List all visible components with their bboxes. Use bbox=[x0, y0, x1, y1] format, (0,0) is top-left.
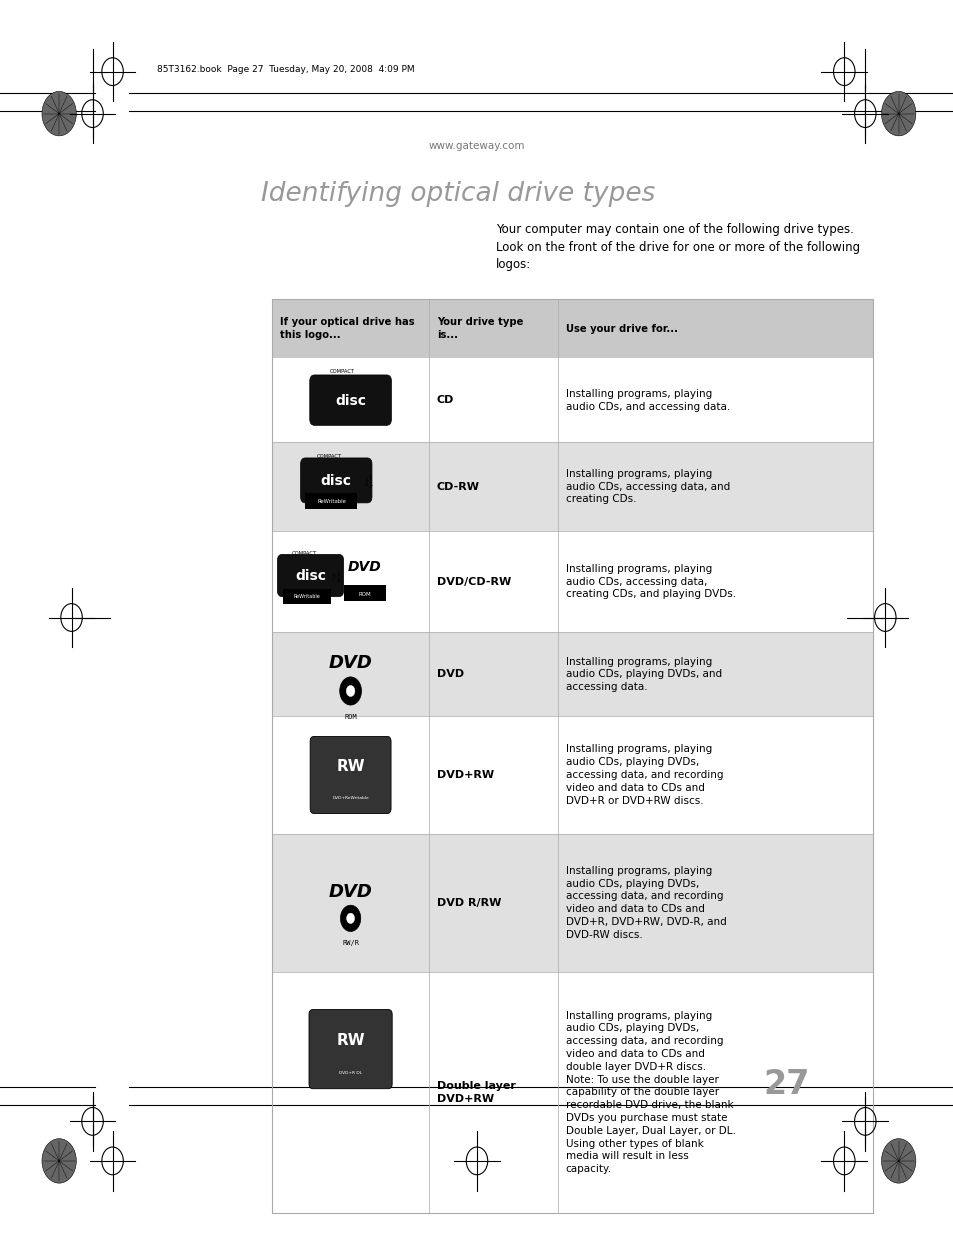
Text: DVD+R DL: DVD+R DL bbox=[338, 1071, 362, 1074]
Text: Identifying optical drive types: Identifying optical drive types bbox=[260, 180, 655, 207]
Text: disc: disc bbox=[335, 394, 366, 408]
Circle shape bbox=[42, 1139, 76, 1183]
FancyBboxPatch shape bbox=[309, 1009, 392, 1089]
Bar bbox=[343, 585, 385, 601]
Text: Installing programs, playing
audio CDs, playing DVDs,
accessing data, and record: Installing programs, playing audio CDs, … bbox=[565, 866, 726, 940]
Bar bbox=[282, 589, 330, 604]
Text: DVD: DVD bbox=[329, 883, 372, 902]
Bar bbox=[272, 299, 872, 1213]
Text: CD-RW: CD-RW bbox=[436, 482, 479, 492]
Circle shape bbox=[42, 91, 76, 136]
Bar bbox=[272, 972, 872, 1213]
Text: disc: disc bbox=[320, 474, 352, 488]
Text: www.gateway.com: www.gateway.com bbox=[428, 141, 525, 151]
Bar bbox=[272, 834, 872, 972]
Text: Installing programs, playing
audio CDs, playing DVDs,
accessing data, and record: Installing programs, playing audio CDs, … bbox=[565, 745, 722, 805]
Circle shape bbox=[881, 1139, 915, 1183]
Text: disc: disc bbox=[294, 569, 326, 583]
Bar bbox=[272, 716, 872, 834]
FancyBboxPatch shape bbox=[310, 375, 391, 425]
Bar bbox=[304, 493, 356, 509]
Text: Installing programs, playing
audio CDs, and accessing data.: Installing programs, playing audio CDs, … bbox=[565, 389, 729, 411]
Text: High
Speed: High Speed bbox=[333, 569, 341, 582]
Text: Your drive type
is...: Your drive type is... bbox=[436, 317, 523, 340]
Text: If your optical drive has
this logo...: If your optical drive has this logo... bbox=[279, 317, 414, 340]
Text: Double layer
DVD+RW: Double layer DVD+RW bbox=[436, 1081, 516, 1104]
Circle shape bbox=[881, 91, 915, 136]
Text: RW: RW bbox=[335, 758, 365, 774]
FancyBboxPatch shape bbox=[310, 736, 391, 814]
Text: 85T3162.book  Page 27  Tuesday, May 20, 2008  4:09 PM: 85T3162.book Page 27 Tuesday, May 20, 20… bbox=[157, 64, 415, 74]
Text: Installing programs, playing
audio CDs, playing DVDs, and
accessing data.: Installing programs, playing audio CDs, … bbox=[565, 657, 721, 692]
Text: DVD R/RW: DVD R/RW bbox=[436, 898, 500, 908]
Text: 27: 27 bbox=[763, 1068, 809, 1100]
Text: High
Speed: High Speed bbox=[365, 473, 374, 488]
Text: ROM: ROM bbox=[344, 714, 356, 720]
Text: ROM: ROM bbox=[358, 592, 371, 597]
Text: RW/R: RW/R bbox=[342, 940, 358, 946]
Text: DVD: DVD bbox=[348, 559, 381, 574]
FancyBboxPatch shape bbox=[300, 458, 372, 503]
Circle shape bbox=[339, 677, 361, 705]
Text: COMPACT: COMPACT bbox=[330, 369, 355, 374]
Text: Installing programs, playing
audio CDs, accessing data, and
creating CDs.: Installing programs, playing audio CDs, … bbox=[565, 469, 729, 504]
Text: ReWritable: ReWritable bbox=[316, 499, 346, 504]
Text: ReWritable: ReWritable bbox=[293, 594, 320, 599]
Text: COMPACT: COMPACT bbox=[316, 453, 342, 458]
Text: DVD: DVD bbox=[436, 669, 463, 679]
Text: COMPACT: COMPACT bbox=[292, 551, 316, 556]
Circle shape bbox=[346, 913, 355, 924]
Bar bbox=[272, 299, 872, 358]
FancyBboxPatch shape bbox=[277, 555, 343, 597]
Bar bbox=[272, 442, 872, 531]
Text: Installing programs, playing
audio CDs, accessing data,
creating CDs, and playin: Installing programs, playing audio CDs, … bbox=[565, 564, 735, 599]
Text: Use your drive for...: Use your drive for... bbox=[565, 324, 677, 333]
Text: DVD+ReWritable: DVD+ReWritable bbox=[332, 795, 369, 800]
Bar bbox=[272, 632, 872, 716]
Text: RW: RW bbox=[335, 1032, 365, 1047]
Bar bbox=[272, 531, 872, 632]
Text: DVD: DVD bbox=[329, 655, 372, 672]
Text: CD: CD bbox=[436, 395, 454, 405]
Bar bbox=[272, 358, 872, 442]
Text: DVD+RW: DVD+RW bbox=[436, 769, 494, 781]
Circle shape bbox=[346, 685, 355, 697]
Text: Installing programs, playing
audio CDs, playing DVDs,
accessing data, and record: Installing programs, playing audio CDs, … bbox=[565, 1010, 735, 1174]
Text: DVD/CD-RW: DVD/CD-RW bbox=[436, 577, 511, 587]
Circle shape bbox=[340, 905, 360, 931]
Text: Your computer may contain one of the following drive types.
Look on the front of: Your computer may contain one of the fol… bbox=[496, 224, 860, 270]
